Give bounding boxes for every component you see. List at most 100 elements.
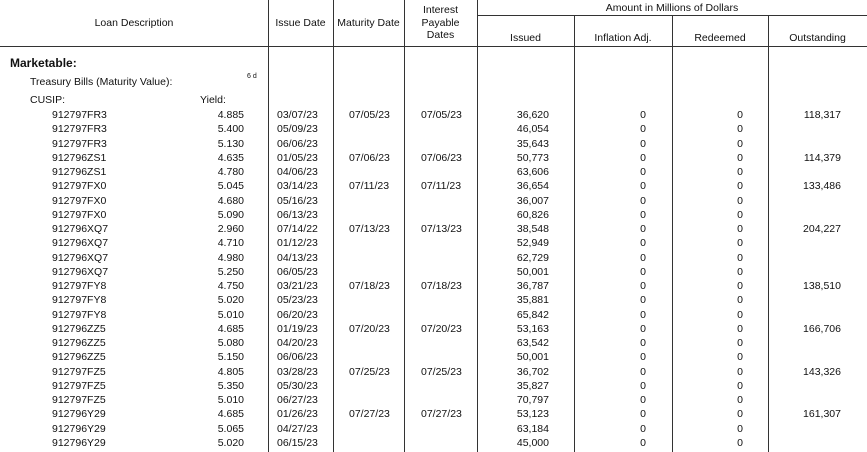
- cell-outstanding: 138,510: [803, 280, 841, 292]
- header-cell: Loan Description: [94, 17, 174, 29]
- cell-redeemed: 0: [737, 123, 743, 136]
- cell-issued: 50,773: [516, 151, 549, 164]
- cell-issue-date: 03/14/23: [277, 180, 318, 193]
- cell-interest-dates: 07/27/23: [421, 408, 462, 421]
- cell-redeemed: 0: [737, 180, 743, 193]
- cell-issue-date: 04/06/23: [277, 166, 318, 178]
- cell-cusip: 912797FX0: [52, 194, 107, 207]
- cell-inflation-adj: 0: [640, 294, 646, 307]
- cell-outstanding: 204,227: [803, 223, 841, 235]
- cell-issue-date: 04/13/23: [277, 251, 318, 264]
- cell-issued: 36,702: [516, 365, 549, 378]
- cell-yield: 5.065: [217, 422, 244, 435]
- cell-yield: 5.090: [217, 208, 244, 221]
- cell-issued: 50,001: [516, 265, 549, 278]
- cell-yield: 4.750: [217, 280, 244, 292]
- cell-cusip: 912797FY8: [52, 280, 107, 292]
- cell-maturity-date: 07/20/23: [349, 322, 390, 335]
- cell-redeemed: 0: [737, 337, 743, 349]
- cell-cusip: 912796XQ7: [52, 223, 109, 235]
- cell-issued: 53,123: [516, 408, 549, 421]
- cell-issued: 38,548: [516, 223, 549, 235]
- cell-interest-dates: 07/18/23: [421, 280, 462, 292]
- cell-maturity-date: 07/13/23: [349, 223, 390, 235]
- cell-cusip: 912797FZ5: [52, 379, 106, 392]
- cell-issued: 36,787: [516, 280, 549, 292]
- cell-issue-date: 06/20/23: [277, 308, 318, 321]
- cell-redeemed: 0: [737, 379, 743, 392]
- header-group: Amount in Millions of Dollars: [605, 2, 739, 14]
- cell-cusip: 912796Y29: [52, 436, 106, 449]
- cell-issue-date: 06/06/23: [277, 351, 318, 364]
- section-subtitle: Treasury Bills (Maturity Value):: [30, 76, 173, 88]
- cell-interest-dates: 07/25/23: [421, 365, 462, 378]
- cell-issued: 63,184: [516, 422, 549, 435]
- cell-inflation-adj: 0: [640, 322, 646, 335]
- cell-issued: 45,000: [516, 436, 549, 449]
- cell-redeemed: 0: [737, 394, 743, 406]
- cell-cusip: 912797FR3: [52, 109, 107, 121]
- cell-cusip: 912796ZS1: [52, 166, 107, 178]
- cell-yield: 4.680: [217, 194, 244, 207]
- cell-cusip: 912797FX0: [52, 208, 107, 221]
- cell-cusip: 912796ZZ5: [52, 337, 106, 349]
- header-cell: Outstanding: [789, 32, 846, 44]
- cell-inflation-adj: 0: [640, 208, 646, 221]
- cell-yield: 5.350: [217, 379, 244, 392]
- cell-issue-date: 06/13/23: [277, 208, 318, 221]
- cell-redeemed: 0: [737, 322, 743, 335]
- cell-yield: 5.250: [217, 265, 244, 278]
- header-cell: Issued: [510, 32, 541, 44]
- cell-issue-date: 04/27/23: [277, 422, 318, 435]
- cell-maturity-date: 07/18/23: [349, 280, 390, 292]
- cell-outstanding: 161,307: [803, 408, 841, 421]
- cell-interest-dates: 07/20/23: [421, 322, 462, 335]
- cell-inflation-adj: 0: [640, 365, 646, 378]
- cell-cusip: 912797FY8: [52, 308, 107, 321]
- cell-redeemed: 0: [737, 294, 743, 307]
- cell-issue-date: 01/19/23: [277, 322, 318, 335]
- cell-yield: 4.710: [217, 237, 244, 250]
- cell-issue-date: 06/15/23: [277, 436, 318, 449]
- footnote-mark: 6 d: [247, 73, 257, 80]
- column-rule: [768, 15, 769, 452]
- cell-outstanding: 114,379: [803, 151, 841, 164]
- cell-maturity-date: 07/27/23: [349, 408, 390, 421]
- cell-issued: 46,054: [516, 123, 549, 136]
- cell-issue-date: 06/27/23: [277, 394, 318, 406]
- header-cell: Issue Date: [275, 17, 326, 29]
- cell-issue-date: 01/26/23: [277, 408, 318, 421]
- cell-issued: 53,163: [516, 322, 549, 335]
- cell-yield: 5.020: [217, 294, 244, 307]
- cell-cusip: 912796ZZ5: [52, 351, 106, 364]
- cell-inflation-adj: 0: [640, 379, 646, 392]
- cell-inflation-adj: 0: [640, 180, 646, 193]
- cell-yield: 5.010: [217, 308, 244, 321]
- cell-redeemed: 0: [737, 308, 743, 321]
- cell-issue-date: 01/05/23: [277, 151, 318, 164]
- section-title: Marketable:: [10, 56, 77, 70]
- cell-issued: 52,949: [516, 237, 549, 250]
- cell-yield: 4.780: [217, 166, 244, 178]
- cell-issue-date: 06/05/23: [277, 265, 318, 278]
- cell-yield: 5.020: [217, 436, 244, 449]
- cell-cusip: 912796XQ7: [52, 265, 109, 278]
- cell-issued: 65,842: [516, 308, 549, 321]
- cell-outstanding: 143,326: [803, 365, 841, 378]
- cell-issued: 60,826: [516, 208, 549, 221]
- cell-cusip: 912796Y29: [52, 408, 106, 421]
- cell-issue-date: 04/20/23: [277, 337, 318, 349]
- cell-yield: 5.010: [217, 394, 244, 406]
- cell-inflation-adj: 0: [640, 408, 646, 421]
- cell-redeemed: 0: [737, 208, 743, 221]
- cell-cusip: 912797FR3: [52, 137, 107, 150]
- cell-yield: 4.980: [217, 251, 244, 264]
- cell-cusip: 912796XQ7: [52, 237, 109, 250]
- cell-inflation-adj: 0: [640, 237, 646, 250]
- cell-yield: 4.805: [217, 365, 244, 378]
- cell-issue-date: 07/14/22: [277, 223, 318, 235]
- cell-issue-date: 05/16/23: [277, 194, 318, 207]
- cell-interest-dates: 07/05/23: [421, 109, 462, 121]
- cell-cusip: 912797FZ5: [52, 394, 106, 406]
- cell-yield: 4.685: [217, 408, 244, 421]
